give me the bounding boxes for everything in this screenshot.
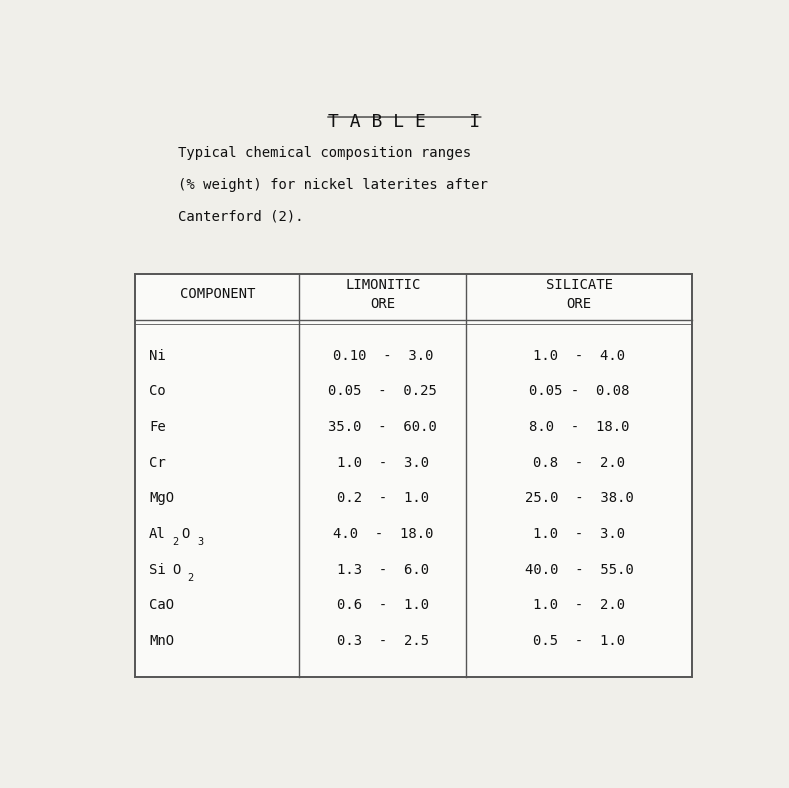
Text: COMPONENT: COMPONENT bbox=[180, 288, 255, 301]
Text: Si: Si bbox=[149, 563, 166, 577]
Text: 25.0  -  38.0: 25.0 - 38.0 bbox=[525, 492, 634, 505]
Text: 0.5  -  1.0: 0.5 - 1.0 bbox=[533, 634, 625, 649]
Text: Fe: Fe bbox=[149, 420, 166, 434]
Text: 35.0  -  60.0: 35.0 - 60.0 bbox=[328, 420, 437, 434]
Text: 0.6  -  1.0: 0.6 - 1.0 bbox=[337, 598, 429, 612]
Text: 0.05 -  0.08: 0.05 - 0.08 bbox=[529, 385, 630, 398]
Text: 1.3  -  6.0: 1.3 - 6.0 bbox=[337, 563, 429, 577]
Text: 0.05  -  0.25: 0.05 - 0.25 bbox=[328, 385, 437, 398]
Text: 40.0  -  55.0: 40.0 - 55.0 bbox=[525, 563, 634, 577]
Text: Typical chemical composition ranges: Typical chemical composition ranges bbox=[178, 146, 471, 160]
Text: 1.0  -  3.0: 1.0 - 3.0 bbox=[533, 527, 625, 541]
Text: 1.0  -  2.0: 1.0 - 2.0 bbox=[533, 598, 625, 612]
Text: T A B L E    I: T A B L E I bbox=[328, 113, 481, 131]
Text: 3: 3 bbox=[197, 537, 204, 547]
Text: Al: Al bbox=[149, 527, 166, 541]
Text: LIMONITIC
ORE: LIMONITIC ORE bbox=[346, 278, 421, 310]
Text: O: O bbox=[173, 563, 181, 577]
Text: 8.0  -  18.0: 8.0 - 18.0 bbox=[529, 420, 630, 434]
Text: SILICATE
ORE: SILICATE ORE bbox=[545, 278, 612, 310]
Text: CaO: CaO bbox=[149, 598, 174, 612]
Text: 0.2  -  1.0: 0.2 - 1.0 bbox=[337, 492, 429, 505]
Text: 1.0  -  4.0: 1.0 - 4.0 bbox=[533, 348, 625, 362]
Text: 1.0  -  3.0: 1.0 - 3.0 bbox=[337, 455, 429, 470]
FancyBboxPatch shape bbox=[136, 273, 692, 677]
Text: 2: 2 bbox=[173, 537, 179, 547]
Text: 0.10  -  3.0: 0.10 - 3.0 bbox=[333, 348, 433, 362]
Text: MnO: MnO bbox=[149, 634, 174, 649]
Text: 0.3  -  2.5: 0.3 - 2.5 bbox=[337, 634, 429, 649]
Text: Co: Co bbox=[149, 385, 166, 398]
Text: Canterford (2).: Canterford (2). bbox=[178, 210, 304, 223]
Text: O: O bbox=[181, 527, 190, 541]
Text: Cr: Cr bbox=[149, 455, 166, 470]
Text: 2: 2 bbox=[188, 573, 194, 582]
Text: MgO: MgO bbox=[149, 492, 174, 505]
Text: (% weight) for nickel laterites after: (% weight) for nickel laterites after bbox=[178, 177, 488, 191]
Text: 0.8  -  2.0: 0.8 - 2.0 bbox=[533, 455, 625, 470]
Text: Ni: Ni bbox=[149, 348, 166, 362]
Text: 4.0  -  18.0: 4.0 - 18.0 bbox=[333, 527, 433, 541]
